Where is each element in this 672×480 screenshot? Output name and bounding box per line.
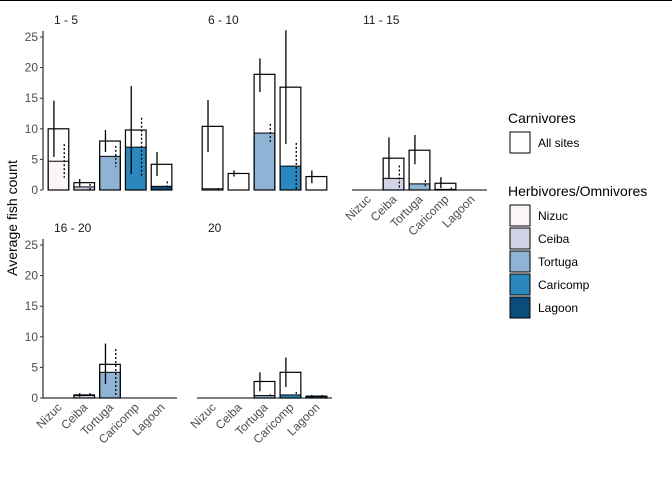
carnivore-bar-tortuga xyxy=(99,140,121,191)
panel-16-20: 16 - 200510152025NizucCeibaTortugaCarico… xyxy=(25,221,177,446)
legend-key-all-sites xyxy=(509,131,531,154)
x-tick-label-nizuc: Nizuc xyxy=(33,400,64,431)
legend-label-nizuc: Nizuc xyxy=(538,209,568,223)
legend-key-lagoon xyxy=(509,296,531,319)
legend-key-nizuc xyxy=(509,204,531,227)
legend-label-ceiba: Ceiba xyxy=(538,232,570,246)
carnivore-bar-tortuga xyxy=(253,380,276,399)
legend-key-tortuga xyxy=(509,250,531,273)
herbivore-bar-nizuc xyxy=(47,160,70,191)
y-tick-label: 15 xyxy=(25,299,39,313)
panel-6-10: 6 - 10 xyxy=(201,13,328,191)
y-tick-label: 25 xyxy=(25,30,39,44)
y-tick-label: 20 xyxy=(25,61,39,75)
legend-title-herbivores: Herbivores/Omnivores xyxy=(508,183,647,199)
y-tick-label: 10 xyxy=(25,122,39,136)
panel-title: 16 - 20 xyxy=(54,221,92,235)
y-tick-label: 5 xyxy=(31,360,38,374)
legend-label-tortuga: Tortuga xyxy=(538,255,578,269)
carnivore-bar-tortuga xyxy=(99,363,121,399)
y-tick-label: 0 xyxy=(31,391,38,405)
herbivore-bar-tortuga xyxy=(99,371,121,399)
carnivore-bar-nizuc xyxy=(201,125,224,191)
carnivore-bar-caricomp xyxy=(434,182,457,191)
y-tick-label: 20 xyxy=(25,269,39,283)
panel-title: 20 xyxy=(208,221,222,235)
panel-title: 11 - 15 xyxy=(363,13,400,27)
carnivore-bar-lagoon xyxy=(305,395,328,399)
carnivore-bar-nizuc xyxy=(47,128,70,191)
carnivore-bar-ceiba xyxy=(73,182,96,191)
legend-herbivore-keys: Nizuc Ceiba Tortuga Caricomp Lagoon xyxy=(509,204,590,319)
panel-title: 1 - 5 xyxy=(54,13,78,27)
herbivore-bar-tortuga xyxy=(253,132,276,191)
carnivore-bar-tortuga xyxy=(253,73,276,191)
y-tick-label: 0 xyxy=(31,183,38,197)
carnivore-bar-tortuga xyxy=(408,149,431,191)
carnivore-bar-ceiba xyxy=(73,394,96,399)
carnivore-bar-ceiba xyxy=(227,172,250,191)
legend-label-all-sites: All sites xyxy=(538,136,579,150)
top-border-line xyxy=(0,0,672,1)
carnivore-bar-lagoon xyxy=(150,163,173,191)
legend-key-ceiba xyxy=(509,227,531,250)
carnivore-bar-caricomp xyxy=(124,129,147,191)
herbivore-bar-caricomp xyxy=(124,146,147,191)
y-tick-label: 5 xyxy=(31,152,38,166)
legend-title-carnivores: Carnivores xyxy=(508,110,576,126)
x-tick-label-nizuc: Nizuc xyxy=(188,400,219,431)
legend-key-caricomp xyxy=(509,273,531,296)
y-axis-title: Average fish count xyxy=(4,160,20,276)
panel-1-5: 1 - 5 0 5 10 15 20 25 xyxy=(25,13,173,197)
y-tick-label: 10 xyxy=(25,330,39,344)
herbivore-bar-tortuga xyxy=(99,155,121,191)
y-tick-label: 25 xyxy=(25,238,39,252)
carnivore-bar-ceiba xyxy=(382,157,405,191)
carnivore-bar-caricomp xyxy=(279,371,302,399)
carnivore-bar-lagoon xyxy=(305,175,328,191)
x-tick-label-nizuc: Nizuc xyxy=(343,192,374,223)
herbivore-bar-caricomp xyxy=(279,165,302,191)
herbivore-bar-ceiba xyxy=(382,177,405,191)
y-tick-label: 15 xyxy=(25,91,39,105)
legend-label-caricomp: Caricomp xyxy=(538,278,590,292)
legend: Carnivores All sites Herbivores/Omnivore… xyxy=(508,110,647,319)
legend-label-lagoon: Lagoon xyxy=(538,301,578,315)
carnivore-bar-caricomp xyxy=(279,86,302,191)
panel-title: 6 - 10 xyxy=(208,13,239,27)
herbivore-bar-tortuga xyxy=(408,183,431,191)
